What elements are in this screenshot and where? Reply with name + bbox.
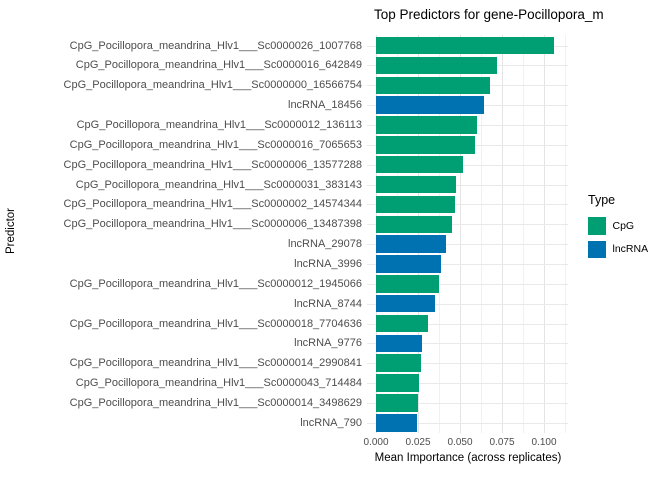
y-axis-label: CpG_Pocillopora_meandrina_Hlv1___Sc00000… (69, 277, 362, 290)
gridline-horizontal (367, 402, 568, 404)
bar-cpg (376, 36, 555, 55)
bar-cpg (376, 374, 419, 392)
bar-lncrna (376, 235, 446, 253)
gridline-horizontal (367, 164, 568, 166)
bar-cpg (376, 56, 497, 75)
gridline-horizontal (367, 184, 568, 186)
bar-cpg (376, 155, 464, 174)
gridline-horizontal (367, 343, 568, 345)
x-tick-label: 0.025 (405, 437, 431, 448)
y-axis-label: CpG_Pocillopora_meandrina_Hlv1___Sc00000… (69, 39, 362, 52)
y-axis-label: CpG_Pocillopora_meandrina_Hlv1___Sc00000… (69, 356, 362, 369)
gridline-horizontal (367, 244, 568, 246)
gridline-horizontal (367, 422, 568, 424)
y-axis-label: lncRNA_9776 (294, 337, 362, 350)
y-axis-label: lncRNA_29078 (288, 237, 362, 250)
y-axis-label: CpG_Pocillopora_meandrina_Hlv1___Sc00000… (63, 198, 362, 211)
x-tick-label: 0.100 (531, 437, 557, 448)
gridline-horizontal (367, 323, 568, 325)
legend-label: CpG (612, 219, 635, 232)
gridline-major (544, 35, 545, 433)
bar-cpg (376, 76, 491, 95)
y-axis-label: CpG_Pocillopora_meandrina_Hlv1___Sc00000… (63, 158, 362, 171)
y-axis-label: lncRNA_790 (300, 416, 362, 429)
y-axis-label: lncRNA_8744 (294, 297, 362, 310)
bar-lncrna (376, 96, 484, 114)
gridline-major (376, 35, 377, 433)
x-tick-label: 0.075 (489, 437, 515, 448)
y-axis-label: CpG_Pocillopora_meandrina_Hlv1___Sc00000… (76, 118, 362, 131)
bar-cpg (376, 275, 439, 293)
y-axis-label: CpG_Pocillopora_meandrina_Hlv1___Sc00000… (75, 59, 362, 72)
gridline-horizontal (367, 204, 568, 206)
y-axis-label: CpG_Pocillopora_meandrina_Hlv1___Sc00000… (63, 218, 362, 231)
gridline-minor (439, 35, 440, 433)
bar-cpg (376, 215, 452, 233)
legend-label: lncRNA (612, 243, 649, 256)
chart-title: Top Predictors for gene-Pocillopora_m (374, 7, 604, 22)
legend-entry: lncRNA (588, 240, 649, 258)
y-axis-label: CpG_Pocillopora_meandrina_Hlv1___Sc00000… (63, 79, 362, 92)
bar-cpg (376, 116, 477, 134)
bar-cpg (376, 136, 476, 154)
y-axis-label: CpG_Pocillopora_meandrina_Hlv1___Sc00000… (75, 178, 362, 191)
bar-cpg (376, 394, 418, 412)
gridline-horizontal (367, 303, 568, 305)
y-axis-label: CpG_Pocillopora_meandrina_Hlv1___Sc00000… (75, 376, 362, 389)
legend-key-cpg (588, 217, 606, 235)
bar-cpg (376, 195, 455, 214)
plot-panel (367, 35, 568, 433)
bar-cpg (376, 354, 421, 372)
gridline-horizontal (367, 224, 568, 226)
y-axis-label: CpG_Pocillopora_meandrina_Hlv1___Sc00000… (69, 396, 362, 409)
x-tick-label: 0.000 (363, 437, 389, 448)
gridline-horizontal (367, 383, 568, 385)
gridline-minor (565, 35, 566, 433)
bar-lncrna (376, 255, 441, 273)
bar-lncrna (376, 334, 423, 353)
gridline-minor (481, 35, 482, 433)
y-axis-label: CpG_Pocillopora_meandrina_Hlv1___Sc00000… (69, 138, 362, 151)
bar-cpg (376, 175, 456, 194)
gridline-major (502, 35, 503, 433)
bar-lncrna (376, 294, 435, 313)
y-axis-label: lncRNA_18456 (288, 98, 362, 111)
y-axis-label: lncRNA_3996 (294, 257, 362, 270)
legend-entry: CpG (588, 217, 648, 235)
y-axis-label: CpG_Pocillopora_meandrina_Hlv1___Sc00000… (69, 317, 362, 330)
gridline-horizontal (367, 283, 568, 285)
x-axis-title: Mean Importance (across replicates) (374, 452, 562, 464)
bar-cpg (376, 314, 429, 333)
gridline-major (418, 35, 419, 433)
gridline-horizontal (367, 363, 568, 365)
bar-lncrna (376, 414, 418, 432)
legend-title: Type (588, 193, 616, 207)
gridline-horizontal (367, 263, 568, 265)
x-tick-label: 0.050 (447, 437, 473, 448)
gridline-minor (523, 35, 524, 433)
gridline-minor (397, 35, 398, 433)
legend: Type CpG lncRNA (588, 193, 648, 264)
gridline-major (460, 35, 461, 433)
legend-key-lncrna (588, 240, 606, 258)
